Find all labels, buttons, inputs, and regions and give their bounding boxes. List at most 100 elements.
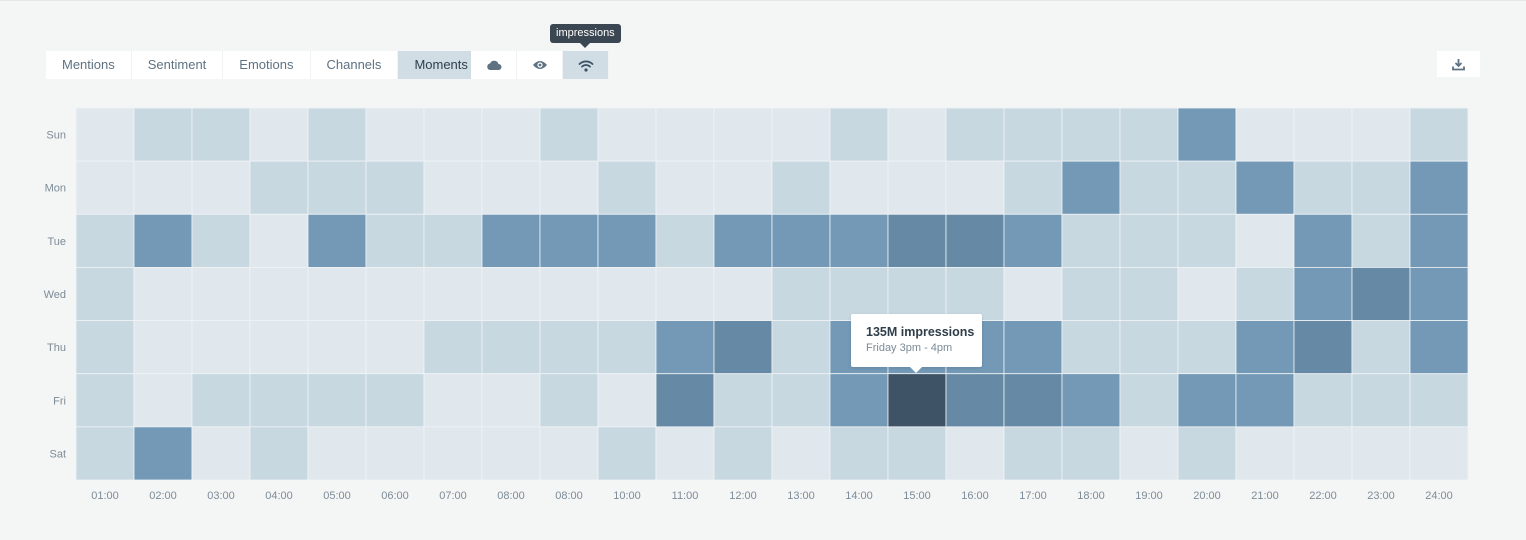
- download-button[interactable]: [1437, 51, 1480, 77]
- heatmap-cell-sat-8[interactable]: [539, 426, 599, 481]
- heatmap-cell-sun-13[interactable]: [829, 107, 889, 162]
- heatmap-cell-wed-18[interactable]: [1119, 267, 1179, 321]
- heatmap-cell-mon-2[interactable]: [191, 160, 251, 215]
- heatmap-cell-fri-18[interactable]: [1119, 373, 1179, 428]
- heatmap-cell-tue-10[interactable]: [655, 213, 715, 268]
- heatmap-cell-mon-1[interactable]: [133, 160, 193, 215]
- heatmap-cell-mon-22[interactable]: [1351, 160, 1411, 215]
- heatmap-cell-tue-17[interactable]: [1061, 213, 1121, 268]
- heatmap-cell-thu-23[interactable]: [1409, 320, 1469, 375]
- heatmap-cell-tue-19[interactable]: [1177, 213, 1237, 268]
- heatmap-cell-thu-17[interactable]: [1061, 320, 1121, 375]
- tab-emotions[interactable]: Emotions: [223, 51, 311, 79]
- heatmap-cell-wed-10[interactable]: [655, 267, 715, 321]
- heatmap-cell-mon-0[interactable]: [75, 160, 135, 215]
- heatmap-cell-fri-9[interactable]: [597, 373, 657, 428]
- heatmap-cell-mon-21[interactable]: [1293, 160, 1353, 215]
- heatmap-cell-wed-13[interactable]: [829, 267, 889, 321]
- heatmap-cell-sun-6[interactable]: [423, 107, 483, 162]
- heatmap-cell-sun-7[interactable]: [481, 107, 541, 162]
- heatmap-cell-tue-4[interactable]: [307, 213, 367, 268]
- heatmap-cell-sun-3[interactable]: [249, 107, 309, 162]
- heatmap-cell-mon-19[interactable]: [1177, 160, 1237, 215]
- heatmap-cell-thu-8[interactable]: [539, 320, 599, 375]
- heatmap-cell-sat-13[interactable]: [829, 426, 889, 481]
- heatmap-cell-thu-7[interactable]: [481, 320, 541, 375]
- heatmap-cell-fri-20[interactable]: [1235, 373, 1295, 428]
- heatmap-cell-thu-22[interactable]: [1351, 320, 1411, 375]
- heatmap-cell-mon-18[interactable]: [1119, 160, 1179, 215]
- tab-moments[interactable]: Moments: [398, 51, 485, 79]
- heatmap-cell-tue-11[interactable]: [713, 213, 773, 268]
- heatmap-cell-wed-8[interactable]: [539, 267, 599, 321]
- heatmap-cell-tue-6[interactable]: [423, 213, 483, 268]
- heatmap-cell-tue-2[interactable]: [191, 213, 251, 268]
- heatmap-cell-sat-14[interactable]: [887, 426, 947, 481]
- heatmap-cell-fri-17[interactable]: [1061, 373, 1121, 428]
- heatmap-cell-fri-21[interactable]: [1293, 373, 1353, 428]
- heatmap-cell-fri-11[interactable]: [713, 373, 773, 428]
- heatmap-cell-sat-7[interactable]: [481, 426, 541, 481]
- heatmap-cell-mon-8[interactable]: [539, 160, 599, 215]
- heatmap-cell-mon-23[interactable]: [1409, 160, 1469, 215]
- heatmap-cell-tue-3[interactable]: [249, 213, 309, 268]
- heatmap-cell-fri-1[interactable]: [133, 373, 193, 428]
- heatmap-cell-fri-7[interactable]: [481, 373, 541, 428]
- heatmap-cell-sun-4[interactable]: [307, 107, 367, 162]
- heatmap-cell-sat-9[interactable]: [597, 426, 657, 481]
- heatmap-cell-tue-1[interactable]: [133, 213, 193, 268]
- heatmap-cell-sat-23[interactable]: [1409, 426, 1469, 481]
- heatmap-cell-sat-10[interactable]: [655, 426, 715, 481]
- heatmap-cell-sat-11[interactable]: [713, 426, 773, 481]
- heatmap-cell-fri-12[interactable]: [771, 373, 831, 428]
- heatmap-cell-thu-5[interactable]: [365, 320, 425, 375]
- heatmap-cell-wed-12[interactable]: [771, 267, 831, 321]
- heatmap-cell-thu-3[interactable]: [249, 320, 309, 375]
- heatmap-cell-wed-22[interactable]: [1351, 267, 1411, 321]
- heatmap-cell-sat-20[interactable]: [1235, 426, 1295, 481]
- heatmap-cell-fri-22[interactable]: [1351, 373, 1411, 428]
- heatmap-cell-fri-19[interactable]: [1177, 373, 1237, 428]
- heatmap-cell-sat-6[interactable]: [423, 426, 483, 481]
- heatmap-cell-thu-12[interactable]: [771, 320, 831, 375]
- heatmap-cell-wed-17[interactable]: [1061, 267, 1121, 321]
- heatmap-cell-fri-0[interactable]: [75, 373, 135, 428]
- heatmap-cell-sun-1[interactable]: [133, 107, 193, 162]
- heatmap-cell-thu-10[interactable]: [655, 320, 715, 375]
- heatmap-cell-sun-16[interactable]: [1003, 107, 1063, 162]
- tab-mentions[interactable]: Mentions: [46, 51, 132, 79]
- heatmap-cell-sat-3[interactable]: [249, 426, 309, 481]
- heatmap-cell-tue-0[interactable]: [75, 213, 135, 268]
- heatmap-cell-tue-20[interactable]: [1235, 213, 1295, 268]
- heatmap-cell-sat-5[interactable]: [365, 426, 425, 481]
- heatmap-cell-wed-23[interactable]: [1409, 267, 1469, 321]
- heatmap-cell-fri-23[interactable]: [1409, 373, 1469, 428]
- heatmap-cell-wed-4[interactable]: [307, 267, 367, 321]
- heatmap-cell-wed-20[interactable]: [1235, 267, 1295, 321]
- heatmap-cell-thu-11[interactable]: [713, 320, 773, 375]
- heatmap-cell-thu-20[interactable]: [1235, 320, 1295, 375]
- heatmap-cell-mon-10[interactable]: [655, 160, 715, 215]
- heatmap-cell-sat-1[interactable]: [133, 426, 193, 481]
- heatmap-cell-fri-10[interactable]: [655, 373, 715, 428]
- heatmap-cell-thu-19[interactable]: [1177, 320, 1237, 375]
- heatmap-cell-sat-22[interactable]: [1351, 426, 1411, 481]
- heatmap-cell-fri-5[interactable]: [365, 373, 425, 428]
- heatmap-cell-sun-21[interactable]: [1293, 107, 1353, 162]
- heatmap-cell-wed-15[interactable]: [945, 267, 1005, 321]
- cloud-tab-button[interactable]: [471, 51, 517, 79]
- eye-tab-button[interactable]: [517, 51, 563, 79]
- heatmap-cell-mon-12[interactable]: [771, 160, 831, 215]
- heatmap-cell-sat-0[interactable]: [75, 426, 135, 481]
- heatmap-cell-sat-12[interactable]: [771, 426, 831, 481]
- heatmap-cell-tue-13[interactable]: [829, 213, 889, 268]
- heatmap-cell-tue-5[interactable]: [365, 213, 425, 268]
- heatmap-cell-sun-5[interactable]: [365, 107, 425, 162]
- heatmap-cell-sat-18[interactable]: [1119, 426, 1179, 481]
- heatmap-cell-sat-17[interactable]: [1061, 426, 1121, 481]
- heatmap-cell-thu-0[interactable]: [75, 320, 135, 375]
- heatmap-cell-thu-9[interactable]: [597, 320, 657, 375]
- heatmap-cell-sat-21[interactable]: [1293, 426, 1353, 481]
- heatmap-cell-mon-20[interactable]: [1235, 160, 1295, 215]
- heatmap-cell-mon-16[interactable]: [1003, 160, 1063, 215]
